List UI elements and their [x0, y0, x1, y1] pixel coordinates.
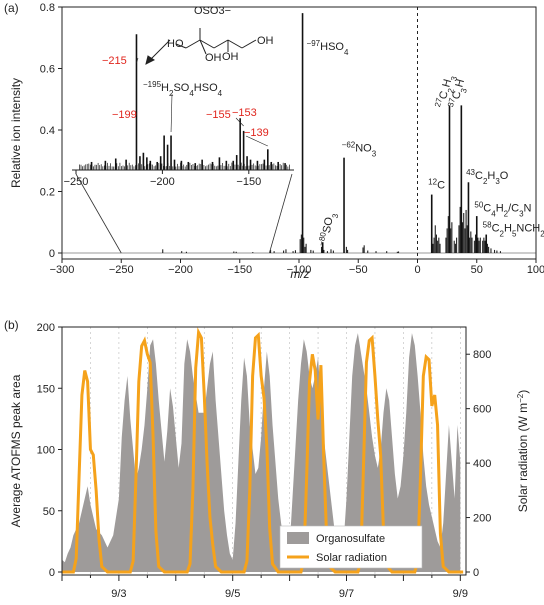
panel-b-legend: Organosulfate Solar radiation: [279, 525, 423, 569]
x-tick-label: −300: [50, 264, 75, 276]
x-tick-label: −50: [349, 264, 368, 276]
x-date-label: 9/3: [111, 588, 126, 600]
right-y-tick-label: 600: [473, 404, 491, 416]
legend-solar-label: Solar radiation: [316, 552, 387, 564]
legend-organosulfate-swatch: [287, 532, 309, 544]
x-tick-label: −250: [109, 264, 134, 276]
x-date-label: 9/9: [453, 588, 468, 600]
y-tick-label: 0.4: [40, 125, 55, 137]
left-y-tick-label: 0: [49, 567, 55, 579]
peak-label-no3: −62NO3: [342, 140, 377, 158]
panel-b-ylabel-left: Average ATOFMS peak area: [9, 374, 23, 527]
structure-ho-label: HO: [167, 38, 184, 50]
peak-label-so3: −80SO3: [316, 211, 340, 248]
x-date-label: 9/5: [225, 588, 240, 600]
inset-peaks: [79, 34, 290, 170]
x-date-label: 9/7: [339, 588, 354, 600]
structure-oh-label-2: OH: [222, 51, 239, 63]
inset-zoom-lines: [75, 173, 293, 254]
right-y-tick-label: 400: [473, 458, 491, 470]
inset-label-155: −155: [206, 109, 231, 121]
y-tick-label: 0: [49, 248, 55, 260]
right-y-tick-label: 800: [473, 349, 491, 361]
panel-b-timeseries: 0 50 100 150 200 0 200 400 600 800 9/3 9/5 9/7 9/9 Av…: [9, 322, 530, 600]
panel-a-inset: −250 −200 −150 −215−199−195H2SO4HSO4−155 −1…: [64, 5, 294, 254]
inset-label-139: −139: [244, 127, 269, 139]
peak-label-c2h5nch2: 58C2H5NCH2: [483, 220, 544, 238]
peak-label-c2h3: 27C2H3: [432, 72, 458, 110]
callout-215: [136, 57, 139, 64]
peak-label-c2h3o: 43C2H3O: [466, 168, 509, 186]
inset-background: [72, 29, 294, 172]
panel-b-frame: [61, 326, 467, 576]
left-y-tick-label: 150: [37, 383, 55, 395]
inset-label-199: −199: [112, 109, 137, 121]
panel-a-spectrum: −300 −250 −200 −150 −100 −50 0 50 100 0 0.2 0.4 0.6 0…: [9, 2, 544, 281]
x-tick-label: −200: [168, 264, 193, 276]
structure-oh-label-1: OH: [205, 52, 222, 64]
panel-a-label: (a): [4, 1, 19, 15]
x-tick-label: 100: [527, 264, 544, 276]
legend-organosulfate-label: Organosulfate: [316, 533, 385, 545]
peak-label-hso4: −97HSO4: [307, 39, 349, 57]
inset-label-215: −215: [102, 55, 127, 67]
x-tick-label: −150: [227, 264, 252, 276]
x-tick-label: 0: [414, 264, 420, 276]
left-y-tick-label: 50: [43, 506, 55, 518]
inset-ticks: −250 −200 −150: [64, 170, 261, 188]
panel-a-peaks: [62, 7, 536, 259]
panel-b-ticks: 0 50 100 150 200 0 200 400 600 800 9/3 9/5 9/7 9/9: [37, 322, 492, 600]
panel-b-label: (b): [4, 318, 19, 332]
x-tick-label: 50: [471, 264, 483, 276]
solar-radiation-line: [62, 327, 464, 574]
panel-a-ticks: −300 −250 −200 −150 −100 −50 0 50 100 0 0.2 0.4 0.6 0…: [40, 2, 544, 276]
organosulfate-structure: [145, 28, 257, 65]
peak-label-c3h: 37C3H: [445, 77, 470, 110]
inset-label-h2so4hso4: −195H2SO4HSO4: [143, 80, 223, 98]
panel-a-ylabel: Relative ion intensity: [9, 78, 23, 188]
left-y-tick-label: 200: [37, 322, 55, 334]
inset-x-tick-label: −250: [64, 176, 89, 188]
zoom-line-left: [75, 173, 122, 254]
peak-label-c: 12C: [428, 177, 445, 192]
inset-x-tick-label: −150: [236, 176, 261, 188]
zoom-line-right: [268, 173, 293, 254]
left-y-tick-label: 100: [37, 445, 55, 457]
y-tick-label: 0.8: [40, 2, 55, 14]
x-tick-label: −100: [287, 264, 312, 276]
callout-139: [245, 135, 268, 147]
inset-x-tick-label: −200: [150, 176, 175, 188]
structure-oh-label-3: OH: [257, 35, 274, 47]
inset-label-153: −153: [232, 107, 257, 119]
structure-oso3-label: OSO3−: [194, 5, 231, 17]
inset-peak-labels: −215 −199 −195H2SO4HSO4 −155 −153 −139: [102, 55, 269, 147]
y-tick-label: 0.2: [40, 187, 55, 199]
right-y-tick-label: 200: [473, 513, 491, 525]
callout-153: [235, 117, 244, 127]
panel-a-xlabel: m/z: [290, 267, 309, 281]
peak-label-c4h2-c3n: 50C4H2/C3N: [474, 200, 531, 218]
panel-b-ylabel-right: Solar radiation (W m−2): [516, 390, 531, 513]
y-tick-label: 0.6: [40, 64, 55, 76]
callout-195: [170, 93, 173, 133]
right-y-tick-label: 0: [473, 567, 479, 579]
